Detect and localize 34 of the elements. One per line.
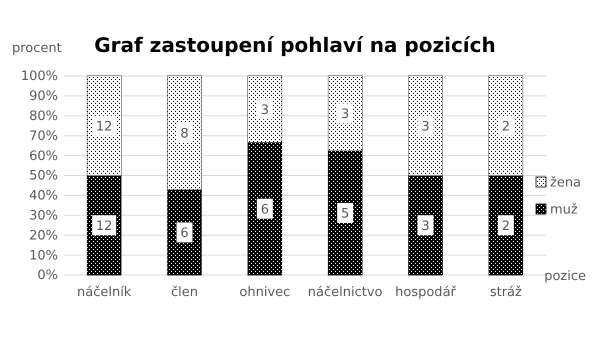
chart-title: Graf zastoupení pohlaví na pozicích [94, 33, 496, 57]
y-tick-label: 0% [37, 268, 58, 284]
annotation: 12 [96, 218, 112, 234]
y-tick-label: 30% [29, 208, 58, 224]
y-tick-label: 60% [29, 148, 58, 164]
x-axis-title: pozice [544, 269, 586, 284]
y-tick-label: 50% [29, 168, 58, 184]
x-tick-label: hospodář [395, 285, 457, 300]
annotation: 6 [180, 226, 189, 241]
y-tick-label: 10% [29, 248, 58, 264]
y-axis-title: procent [12, 41, 62, 56]
annotation: 3 [421, 218, 430, 234]
y-tick-label: 90% [29, 89, 58, 104]
annotation: 12 [96, 119, 112, 134]
legend-label: žena [550, 176, 582, 191]
y-tick-label: 100% [20, 69, 58, 84]
annotation: 3 [260, 102, 269, 118]
x-tick-label: náčelnictvo [308, 285, 383, 300]
annotation: 6 [260, 202, 269, 218]
annotation: 3 [341, 106, 350, 122]
y-tick-label: 40% [29, 188, 58, 204]
annotation: 2 [502, 119, 510, 134]
x-tick-label: člen [171, 285, 198, 300]
x-tick-label: náčelník [76, 285, 132, 300]
annotation: 3 [421, 119, 430, 134]
x-tick-label: stráž [490, 285, 522, 300]
y-tick-label: 70% [29, 128, 58, 144]
y-tick-label: 80% [29, 108, 58, 124]
y-tick-label: 20% [29, 228, 58, 244]
legend-label: muž [550, 202, 578, 218]
annotation: 5 [341, 206, 350, 222]
annotation: 8 [180, 126, 189, 142]
annotation: 2 [502, 218, 510, 234]
x-tick-label: ohnivec [239, 285, 290, 300]
